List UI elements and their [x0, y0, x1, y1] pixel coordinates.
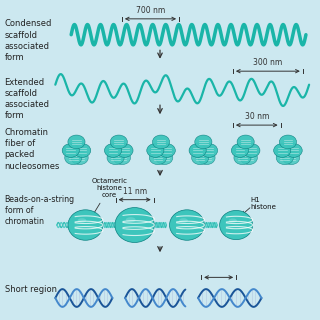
Text: 300 nm: 300 nm	[253, 58, 283, 68]
Ellipse shape	[279, 135, 297, 149]
Ellipse shape	[147, 144, 164, 157]
Ellipse shape	[243, 144, 260, 157]
Ellipse shape	[274, 144, 291, 157]
Text: 700 nm: 700 nm	[136, 6, 165, 15]
Ellipse shape	[179, 218, 188, 223]
Ellipse shape	[231, 144, 249, 157]
Text: 30 nm: 30 nm	[244, 112, 269, 121]
Ellipse shape	[220, 211, 252, 240]
Ellipse shape	[116, 144, 133, 157]
Text: Octameric
histone
core: Octameric histone core	[91, 178, 127, 219]
Ellipse shape	[107, 151, 124, 164]
Ellipse shape	[110, 135, 127, 149]
Text: 11 nm: 11 nm	[123, 187, 147, 196]
Text: Short region: Short region	[4, 285, 57, 294]
Ellipse shape	[115, 208, 154, 243]
Ellipse shape	[234, 151, 251, 164]
Ellipse shape	[189, 144, 206, 157]
Text: Chromatin
fiber of
packed
nucleosomes: Chromatin fiber of packed nucleosomes	[4, 128, 60, 171]
Ellipse shape	[237, 135, 254, 149]
Ellipse shape	[78, 218, 86, 223]
Ellipse shape	[149, 151, 166, 164]
Ellipse shape	[153, 135, 170, 149]
Ellipse shape	[113, 151, 131, 164]
Ellipse shape	[68, 210, 103, 240]
Ellipse shape	[62, 144, 79, 157]
Ellipse shape	[195, 135, 212, 149]
Text: Beads-on-a-string
form of
chromatin: Beads-on-a-string form of chromatin	[4, 195, 75, 226]
Ellipse shape	[192, 151, 209, 164]
Ellipse shape	[71, 151, 88, 164]
Ellipse shape	[74, 144, 91, 157]
Ellipse shape	[158, 144, 175, 157]
Ellipse shape	[170, 210, 204, 240]
Ellipse shape	[283, 151, 300, 164]
Ellipse shape	[156, 151, 173, 164]
Text: H1
histone: H1 histone	[251, 197, 276, 210]
Ellipse shape	[276, 151, 293, 164]
Ellipse shape	[65, 151, 82, 164]
Ellipse shape	[126, 217, 136, 222]
Ellipse shape	[240, 151, 257, 164]
Ellipse shape	[105, 144, 122, 157]
Ellipse shape	[68, 135, 85, 149]
Ellipse shape	[285, 144, 302, 157]
Ellipse shape	[201, 144, 218, 157]
Ellipse shape	[229, 219, 237, 223]
Text: Extended
scaffold
associated
form: Extended scaffold associated form	[4, 77, 50, 120]
Ellipse shape	[198, 151, 215, 164]
Text: Condensed
scaffold
associated
form: Condensed scaffold associated form	[4, 20, 52, 62]
